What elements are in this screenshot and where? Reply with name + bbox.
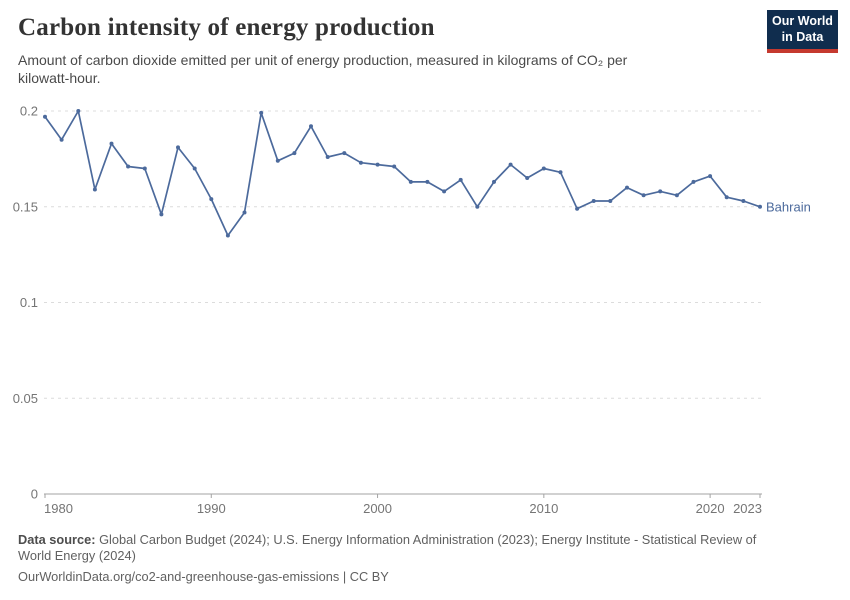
- line-series-bahrain[interactable]: [44, 110, 761, 237]
- data-point-2010[interactable]: [541, 166, 546, 171]
- data-point-1997[interactable]: [325, 155, 330, 159]
- data-point-1995[interactable]: [292, 151, 297, 156]
- y-axis-tick-label: 0.05: [13, 391, 38, 406]
- owid-logo[interactable]: Our World in Data: [767, 10, 838, 53]
- x-axis-tick-label: 2020: [696, 501, 725, 516]
- data-point-1988[interactable]: [176, 145, 180, 150]
- data-point-2016[interactable]: [641, 193, 646, 198]
- data-point-1990[interactable]: [209, 197, 214, 202]
- y-axis-tick-label: 0.1: [20, 295, 38, 310]
- data-point-2013[interactable]: [591, 199, 596, 203]
- chart-title: Carbon intensity of energy production: [18, 14, 435, 41]
- data-point-1981[interactable]: [59, 137, 64, 142]
- data-point-2021[interactable]: [724, 195, 729, 200]
- chart-subtitle: Amount of carbon dioxide emitted per uni…: [18, 52, 628, 87]
- data-point-2018[interactable]: [674, 193, 679, 198]
- data-point-2007[interactable]: [492, 179, 496, 184]
- owid-logo-line2: in Data: [781, 29, 824, 44]
- data-point-2019[interactable]: [691, 179, 696, 184]
- data-point-2015[interactable]: [625, 185, 629, 190]
- data-point-1994[interactable]: [275, 158, 280, 163]
- data-point-1992[interactable]: [242, 210, 247, 215]
- data-point-1985[interactable]: [126, 164, 131, 169]
- data-point-2003[interactable]: [425, 179, 430, 184]
- data-point-2023[interactable]: [758, 204, 762, 209]
- data-point-2001[interactable]: [392, 164, 397, 169]
- data-source-label: Data source:: [18, 532, 96, 547]
- x-axis-tick-label: 1980: [44, 501, 73, 516]
- x-axis-tick-label: 2023: [733, 501, 762, 516]
- x-axis-tick-label: 1990: [197, 501, 226, 516]
- data-point-1998[interactable]: [342, 151, 347, 156]
- x-axis-tick-label: 2000: [363, 501, 392, 516]
- data-point-1987[interactable]: [159, 212, 164, 217]
- y-axis-tick-label: 0: [31, 487, 38, 502]
- data-point-1996[interactable]: [309, 124, 313, 129]
- data-point-2020[interactable]: [708, 174, 713, 179]
- data-point-2008[interactable]: [508, 162, 513, 167]
- y-axis-tick-label: 0.2: [20, 104, 38, 119]
- footer: Data source: Global Carbon Budget (2024)…: [18, 532, 786, 585]
- data-point-1999[interactable]: [358, 160, 363, 165]
- data-point-1989[interactable]: [192, 166, 197, 171]
- data-point-1982[interactable]: [76, 109, 81, 113]
- data-point-2004[interactable]: [442, 189, 447, 194]
- data-point-1980[interactable]: [43, 114, 47, 119]
- series-entity-label[interactable]: Bahrain: [766, 199, 811, 214]
- data-point-1983[interactable]: [92, 187, 97, 192]
- data-point-2006[interactable]: [475, 204, 480, 209]
- data-point-1993[interactable]: [259, 110, 264, 115]
- data-point-1984[interactable]: [109, 141, 114, 146]
- data-point-2022[interactable]: [741, 199, 746, 203]
- data-point-1991[interactable]: [225, 233, 230, 238]
- data-point-2012[interactable]: [575, 206, 580, 211]
- footer-permalink[interactable]: OurWorldinData.org/co2-and-greenhouse-ga…: [18, 569, 389, 585]
- data-point-2011[interactable]: [558, 170, 563, 175]
- data-point-2005[interactable]: [458, 177, 463, 182]
- data-point-1986[interactable]: [142, 166, 147, 171]
- owid-logo-line1: Our World: [772, 14, 833, 29]
- data-point-2009[interactable]: [525, 176, 530, 180]
- x-axis-tick-label: 2010: [529, 501, 558, 516]
- data-source-line: Data source: Global Carbon Budget (2024)…: [18, 532, 786, 564]
- data-point-2017[interactable]: [658, 189, 663, 194]
- data-point-2002[interactable]: [408, 179, 413, 184]
- data-point-2000[interactable]: [375, 162, 380, 167]
- y-axis-tick-label: 0.15: [13, 199, 38, 214]
- data-source-text: Global Carbon Budget (2024); U.S. Energy…: [18, 532, 757, 564]
- data-point-2014[interactable]: [608, 199, 613, 203]
